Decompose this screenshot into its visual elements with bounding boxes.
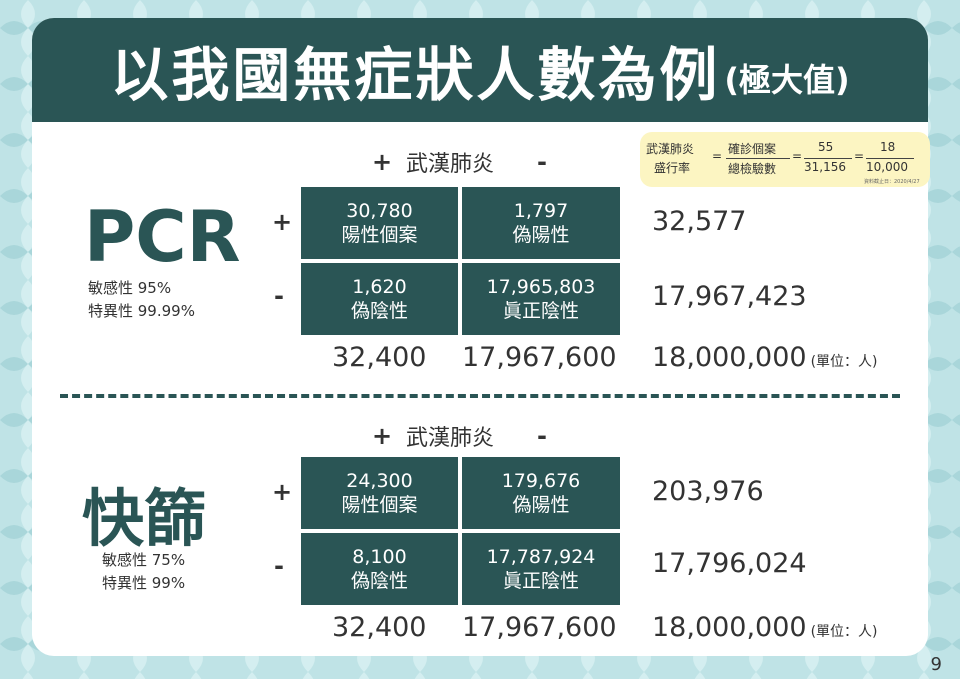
- formula-numerator: 確診個案: [728, 142, 777, 156]
- header-minus-rapid: -: [537, 422, 547, 450]
- test-name-rapid: 快篩: [82, 482, 207, 555]
- row-minus-rapid: -: [274, 552, 284, 580]
- cell-label: 偽陽性: [512, 224, 570, 246]
- formula-lhs-line2: 盛行率: [654, 161, 691, 175]
- cell-label: 陽性個案: [341, 224, 418, 246]
- header-minus-pcr: -: [537, 148, 547, 176]
- cell-false-negative-rapid: 8,100 偽陰性: [301, 533, 458, 605]
- page-title: 以我國無症狀人數為例: [110, 41, 721, 109]
- row-total-negative-pcr: 17,967,423: [652, 281, 807, 312]
- cell-label: 陽性個案: [341, 494, 418, 516]
- cell-label: 眞正陰性: [502, 300, 579, 322]
- formula-denominator: 總檢驗數: [728, 162, 777, 176]
- cell-value: 179,676: [501, 470, 581, 492]
- cell-value: 24,300: [346, 470, 413, 492]
- formula-fraction-line-2: [804, 158, 852, 159]
- header-plus-pcr: +: [372, 148, 393, 176]
- row-total-positive-rapid: 203,976: [652, 476, 764, 507]
- cell-value: 30,780: [346, 200, 413, 222]
- grand-total-pcr: 18,000,000 (單位：人): [652, 342, 878, 373]
- formula-equals-3: =: [854, 149, 865, 163]
- cell-true-positive-rapid: 24,300 陽性個案: [301, 457, 458, 529]
- cell-true-negative-rapid: 17,787,924 眞正陰性: [462, 533, 620, 605]
- formula-den3: 10,000: [866, 160, 908, 174]
- row-total-negative-rapid: 17,796,024: [652, 548, 807, 579]
- header-label-pcr: 武漢肺炎: [406, 152, 495, 177]
- cell-value: 1,797: [513, 200, 569, 222]
- cell-label: 眞正陰性: [502, 570, 579, 592]
- title-bar: 以我國無症狀人數為例 (極大值): [32, 18, 928, 122]
- col-total-positive-pcr: 32,400: [332, 342, 427, 373]
- col-total-negative-rapid: 17,967,600: [462, 612, 617, 643]
- unit-label: (單位：人): [810, 624, 878, 640]
- formula-fraction-line-1: [726, 158, 790, 159]
- specificity-rapid: 特異性 99%: [102, 574, 186, 592]
- row-plus-rapid: +: [272, 478, 293, 506]
- cell-true-positive-pcr: 30,780 陽性個案: [301, 187, 458, 259]
- cell-label: 偽陰性: [350, 300, 408, 322]
- header-label-rapid: 武漢肺炎: [406, 426, 495, 451]
- cell-false-positive-pcr: 1,797 偽陽性: [462, 187, 620, 259]
- cell-value: 17,787,924: [486, 546, 596, 568]
- cell-true-negative-pcr: 17,965,803 眞正陰性: [462, 263, 620, 335]
- grand-total-rapid: 18,000,000 (單位：人): [652, 612, 878, 643]
- test-name-pcr: PCR: [84, 196, 241, 278]
- grand-total-value: 18,000,000: [652, 342, 807, 373]
- formula-equals-2: =: [792, 149, 803, 163]
- cell-label: 偽陽性: [512, 494, 570, 516]
- row-minus-pcr: -: [274, 282, 284, 310]
- cell-value: 8,100: [352, 546, 407, 568]
- formula-fraction-line-3: [866, 158, 914, 159]
- row-plus-pcr: +: [272, 208, 293, 236]
- cell-false-positive-rapid: 179,676 偽陽性: [462, 457, 620, 529]
- formula-equals-1: =: [712, 149, 723, 163]
- grand-total-value: 18,000,000: [652, 612, 807, 643]
- formula-lhs-line1: 武漢肺炎: [646, 142, 695, 156]
- unit-label: (單位：人): [810, 354, 878, 370]
- prevalence-formula: 武漢肺炎 盛行率 = 確診個案 總檢驗數 = 55 31,156 = 18 10…: [640, 132, 930, 187]
- page-subtitle: (極大值): [724, 61, 850, 99]
- formula-den2: 31,156: [804, 160, 846, 174]
- formula-num3: 18: [880, 140, 896, 154]
- specificity-pcr: 特異性 99.99%: [88, 302, 195, 320]
- cell-false-negative-pcr: 1,620 偽陰性: [301, 263, 458, 335]
- sensitivity-rapid: 敏感性 75%: [102, 551, 186, 569]
- header-plus-rapid: +: [372, 422, 393, 450]
- section-divider: [60, 394, 900, 398]
- cell-value: 1,620: [352, 276, 407, 298]
- row-total-positive-pcr: 32,577: [652, 206, 747, 237]
- formula-note: 資料截止日：2020/4/27: [864, 179, 920, 185]
- content-card: 以我國無症狀人數為例 (極大值): [32, 18, 928, 656]
- sensitivity-pcr: 敏感性 95%: [88, 279, 172, 297]
- col-total-positive-rapid: 32,400: [332, 612, 427, 643]
- page-number: 9: [930, 654, 942, 675]
- cell-value: 17,965,803: [486, 276, 596, 298]
- formula-num2: 55: [818, 140, 834, 154]
- col-total-negative-pcr: 17,967,600: [462, 342, 617, 373]
- cell-label: 偽陰性: [350, 570, 408, 592]
